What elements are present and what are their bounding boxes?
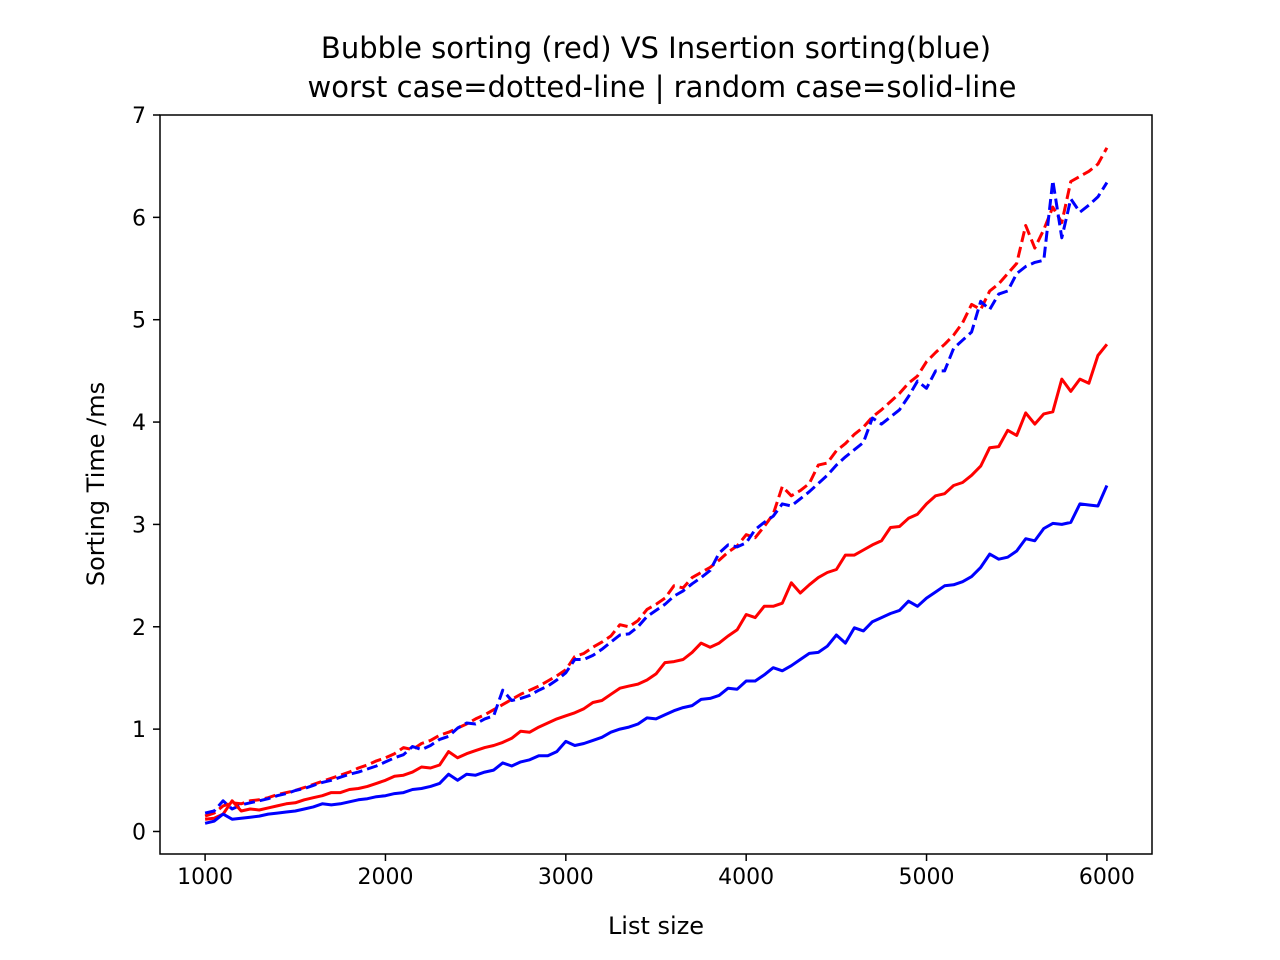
chart-subtitle: worst case=dotted-line | random case=sol… — [307, 70, 1016, 104]
series-line-blue-dashed — [204, 179, 1109, 815]
x-tick-label: 1000 — [177, 865, 233, 890]
x-tick-label: 4000 — [718, 865, 774, 890]
series-line-red-solid — [204, 343, 1109, 821]
y-tick-label: 3 — [132, 513, 146, 538]
chart-title: Bubble sorting (red) VS Insertion sortin… — [321, 31, 991, 65]
y-tick-label: 5 — [132, 309, 146, 334]
y-tick-label: 0 — [132, 820, 146, 845]
y-axis-label: Sorting Time /ms — [82, 382, 110, 586]
plot-frame — [159, 114, 1153, 855]
y-tick-label: 6 — [132, 206, 146, 231]
x-tick-label: 6000 — [1079, 865, 1135, 890]
x-tick-label: 2000 — [357, 865, 413, 890]
y-tick-label: 7 — [132, 104, 146, 129]
x-tick-label: 5000 — [899, 865, 955, 890]
y-tick-label: 1 — [132, 718, 146, 743]
series-line-red-dashed — [204, 147, 1109, 818]
x-axis-label: List size — [608, 912, 704, 940]
y-tick-label: 2 — [132, 616, 146, 641]
x-tick-label: 3000 — [538, 865, 594, 890]
series-layer — [204, 147, 1109, 825]
tick-layer: 1000 2000 3000 4000 5000 6000 0 1 2 3 4 5 6 7 — [132, 104, 1135, 890]
y-tick-label: 4 — [132, 411, 146, 436]
series-line-blue-solid — [204, 484, 1109, 825]
